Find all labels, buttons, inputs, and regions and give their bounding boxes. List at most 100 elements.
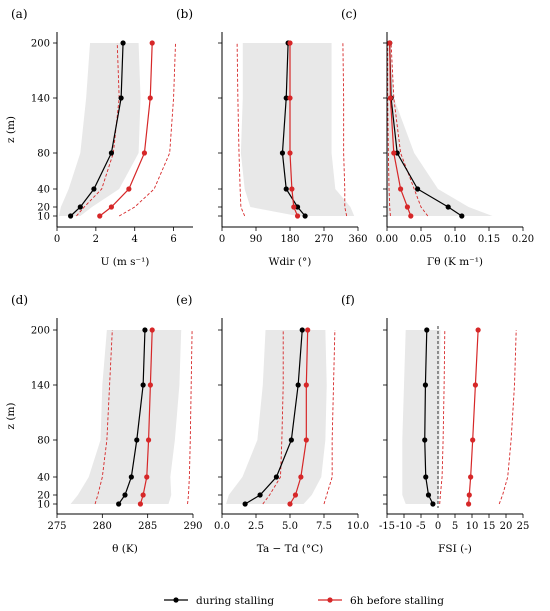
x-tick-label: 0.15 (478, 234, 500, 245)
data-point-during (142, 327, 148, 333)
data-point-before (468, 474, 474, 480)
data-point-before (289, 186, 295, 192)
x-axis-label: Γθ (K m⁻¹) (427, 256, 483, 268)
panel-tag: (a) (11, 7, 28, 21)
x-tick-label: 290 (183, 521, 202, 532)
data-point-before (287, 40, 293, 46)
data-point-during (459, 213, 465, 219)
legend-marker-before (327, 597, 333, 603)
x-tick-label: 360 (348, 234, 367, 245)
data-point-during (77, 204, 83, 210)
x-tick-label: 0.00 (376, 234, 398, 245)
band-line-low (94, 329, 113, 505)
data-point-before (137, 501, 144, 507)
data-point-during (294, 204, 301, 210)
data-point-during (299, 327, 305, 333)
data-point-during (422, 382, 429, 388)
x-tick-label: 5.0 (282, 521, 298, 532)
band-line-low (262, 330, 284, 505)
band-line-high (498, 329, 517, 505)
x-tick-label: 180 (280, 234, 299, 245)
data-point-during (257, 492, 263, 498)
data-point-before (147, 382, 153, 388)
data-point-during (283, 95, 289, 101)
y-axis-label: z (m) (5, 402, 17, 429)
data-point-before (292, 492, 299, 498)
x-tick-label: 2.5 (248, 521, 264, 532)
data-point-during (273, 474, 279, 480)
x-axis-label: Ta − Td (°C) (257, 543, 323, 555)
x-tick-label: 10 (466, 521, 479, 532)
data-point-during (242, 501, 248, 507)
x-tick-label: -15 (379, 521, 395, 532)
x-tick-label: 0 (54, 234, 60, 245)
y-tick-label: 40 (37, 185, 50, 196)
x-tick-label: 15 (483, 521, 496, 532)
x-tick-label: 0.10 (444, 234, 466, 245)
data-point-before (387, 95, 393, 101)
band-line-low (439, 329, 446, 505)
data-point-before (466, 492, 472, 498)
data-point-during (288, 437, 294, 443)
band-line-low (76, 42, 120, 217)
data-point-during (134, 437, 140, 443)
data-point-during (140, 382, 146, 388)
x-tick-label: 20 (500, 521, 513, 532)
panel-c: 0.00 0.05 0.10 0.15 0.20 Γθ (K m⁻¹) (c) (341, 7, 534, 268)
x-tick-label: 10.0 (347, 521, 369, 532)
x-axis-label: Wdir (°) (269, 256, 312, 268)
data-point-before (294, 213, 301, 219)
x-tick-label: 280 (93, 521, 112, 532)
data-point-before (144, 474, 150, 480)
data-point-before (408, 213, 414, 219)
series-line-during (244, 329, 303, 505)
panel-b: 0 90 180 270 360 Wdir (°) (b) (176, 7, 368, 268)
data-point-during (279, 150, 286, 156)
data-point-before (141, 150, 148, 156)
x-tick-label: 285 (138, 521, 157, 532)
data-point-during (445, 204, 451, 210)
x-tick-label: 90 (250, 234, 263, 245)
y-tick-label: 80 (37, 436, 50, 447)
envelope-band (58, 43, 141, 216)
legend-label-during: during stalling (196, 595, 274, 607)
data-point-before (149, 40, 155, 46)
data-point-during (108, 150, 114, 156)
x-tick-label: 2 (93, 234, 99, 245)
data-point-before (466, 501, 472, 507)
data-point-before (149, 327, 155, 333)
envelope-band (70, 330, 182, 504)
data-point-during (302, 213, 308, 219)
data-point-during (116, 501, 122, 507)
data-point-during (283, 186, 289, 192)
y-tick-label: 20 (37, 491, 50, 502)
data-point-before (404, 204, 410, 210)
data-point-during (424, 327, 430, 333)
x-tick-label: 0 (219, 234, 225, 245)
data-point-before (126, 186, 132, 192)
y-tick-label: 80 (37, 149, 50, 160)
data-point-during (295, 382, 301, 388)
envelope-band (226, 330, 327, 504)
data-point-before (305, 327, 311, 333)
data-point-before (475, 327, 481, 333)
data-point-during (430, 501, 436, 507)
legend-marker-during (173, 597, 179, 603)
data-point-during (120, 40, 126, 46)
band-line-high (118, 42, 176, 217)
envelope-band (387, 43, 493, 216)
panel-e: 0.0 2.5 5.0 7.5 10.0 Ta − Td (°C) (e) (176, 293, 369, 555)
data-point-before (298, 474, 304, 480)
legend-label-before: 6h before stalling (350, 595, 444, 607)
x-tick-label: 275 (47, 521, 66, 532)
band-line-high (323, 329, 336, 505)
x-tick-label: 5 (452, 521, 458, 532)
x-tick-label: 7.5 (316, 521, 332, 532)
panel-tag: (b) (176, 7, 193, 21)
data-point-before (291, 204, 297, 210)
y-tick-label: 10 (37, 500, 50, 511)
data-point-before (145, 437, 152, 443)
envelope-band (402, 330, 441, 504)
data-point-during (425, 492, 432, 498)
